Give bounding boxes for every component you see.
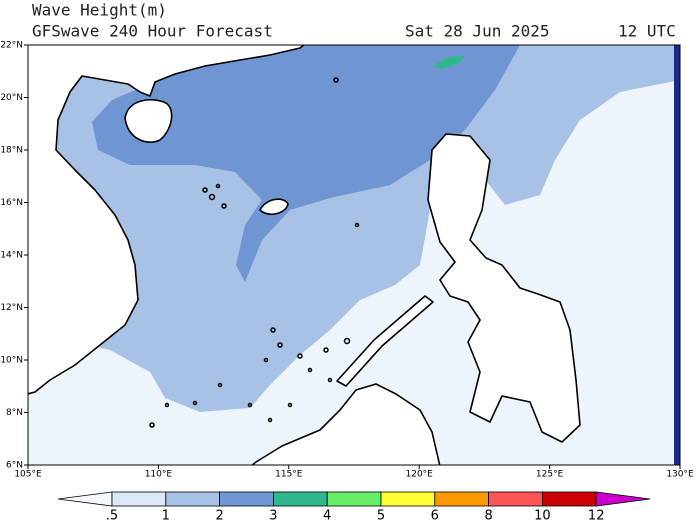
lon-label: 110°E	[145, 470, 173, 480]
colorbar-label: 5	[377, 509, 385, 524]
colorbar-segment	[165, 491, 221, 507]
lon-label: 115°E	[275, 470, 303, 480]
borneo	[251, 383, 441, 465]
colorbar-segment	[219, 491, 274, 507]
lon-label: 120°E	[406, 470, 434, 480]
lat-label: 22°N	[0, 41, 23, 51]
date: Sat 28 Jun 2025	[405, 22, 550, 41]
lat-label: 14°N	[0, 251, 23, 261]
colorbar-label: 10	[534, 509, 551, 524]
lat-label: 12°N	[0, 303, 23, 313]
colorbar-segment	[488, 491, 543, 507]
lat-label: 16°N	[0, 198, 23, 208]
philippines	[427, 133, 581, 443]
colorbar-segment	[434, 491, 489, 507]
colorbar-label: .5	[106, 509, 118, 524]
lat-label: 10°N	[0, 356, 23, 366]
time: 12 UTC	[618, 22, 676, 41]
colorbar-label: 12	[588, 509, 605, 524]
title: Wave Height(m)	[32, 1, 167, 20]
island-dots	[149, 77, 360, 428]
lat-label: 8°N	[6, 408, 23, 418]
subtitle: GFSwave 240 Hour Forecast	[32, 22, 273, 41]
colorbar-high	[595, 491, 651, 507]
colorbar-label: 1	[162, 509, 170, 524]
colorbar-segment	[111, 491, 167, 507]
lat-label: 6°N	[6, 461, 23, 471]
colorbar-label: 4	[323, 509, 331, 524]
mainland	[28, 45, 306, 395]
map	[28, 45, 680, 465]
lon-label: 125°E	[536, 470, 564, 480]
colorbar-segment	[272, 491, 328, 507]
edge-band	[674, 45, 680, 465]
sea-green	[433, 56, 465, 69]
lon-label: 130°E	[666, 470, 694, 480]
colorbar: .5 1 2 3 4 5 6 8 10 12	[57, 491, 651, 524]
colorbar-low	[57, 491, 113, 507]
colorbar-label: 8	[484, 509, 492, 524]
colorbar-segment	[326, 491, 382, 507]
lat-label: 18°N	[0, 146, 23, 156]
colorbar-segment	[542, 491, 597, 507]
colorbar-segment	[380, 491, 436, 507]
palawan	[336, 295, 434, 387]
lon-label: 105°E	[14, 470, 42, 480]
colorbar-label: 3	[269, 509, 277, 524]
island	[259, 198, 289, 216]
colorbar-label: 2	[215, 509, 223, 524]
lat-label: 20°N	[0, 93, 23, 103]
colorbar-label: 6	[431, 509, 439, 524]
hainan	[124, 99, 173, 143]
sea-dark	[92, 45, 520, 282]
